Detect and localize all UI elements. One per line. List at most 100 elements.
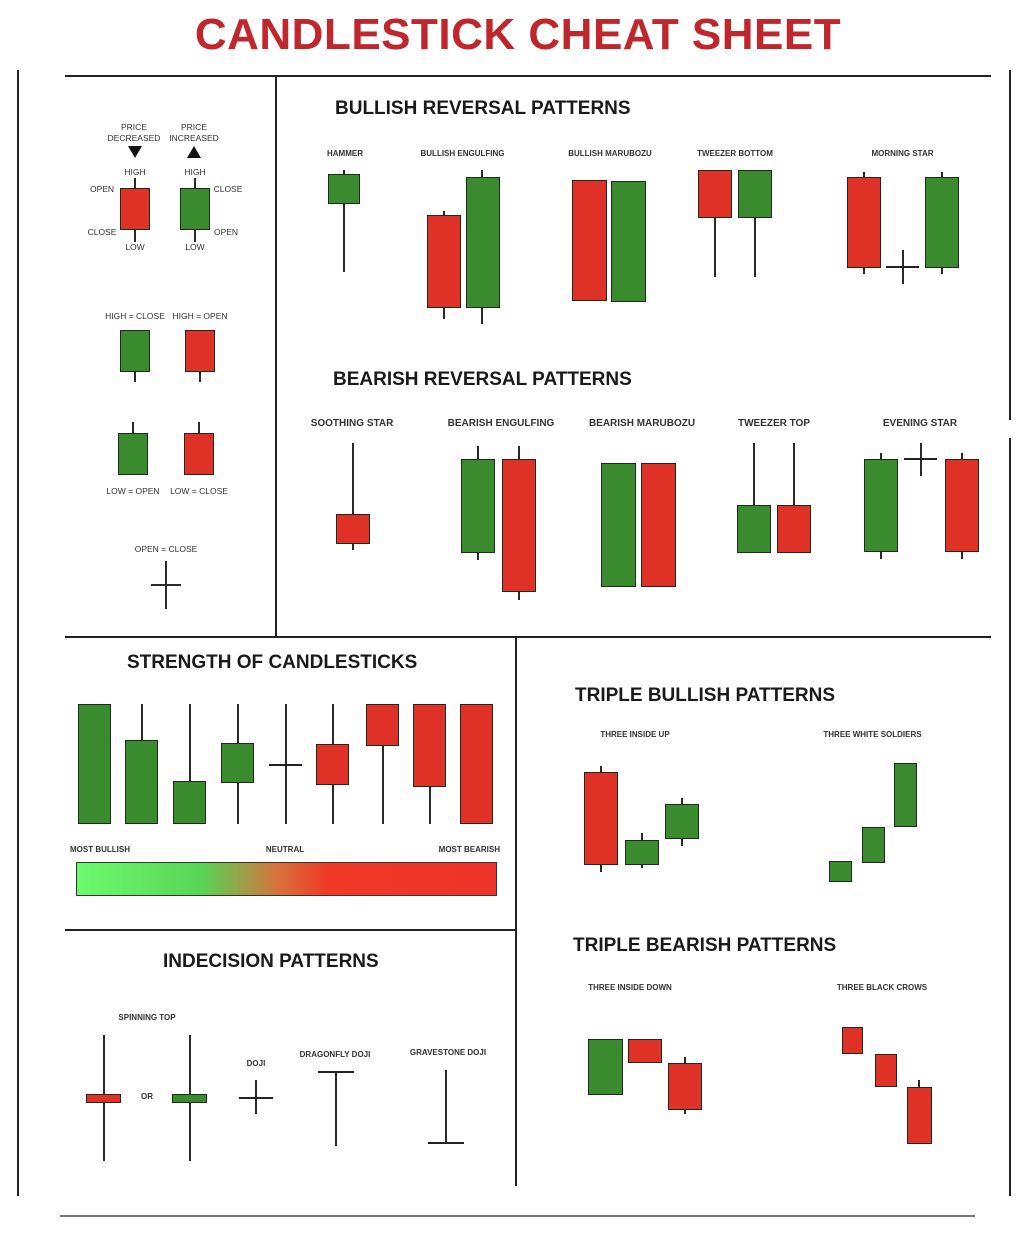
gravestone-bar xyxy=(428,1142,464,1144)
gravestone-wick xyxy=(445,1070,447,1144)
hc-candle xyxy=(120,330,150,372)
tt-red-candle xyxy=(777,505,811,553)
tt-red-wick xyxy=(793,443,795,553)
ss-candle xyxy=(336,514,370,544)
dragonfly-label: DRAGONFLY DOJI xyxy=(299,1050,371,1059)
top-divider xyxy=(65,75,991,77)
strength-candle-1 xyxy=(78,704,111,824)
gravestone-label: GRAVESTONE DOJI xyxy=(409,1048,487,1057)
es-star-wick xyxy=(920,443,922,476)
tb-red-candle xyxy=(698,170,732,218)
bearish-engulfing-label: BEARISH ENGULFING xyxy=(447,418,555,429)
be-red-candle xyxy=(427,215,461,308)
legend-green-candle xyxy=(180,188,210,230)
tb-red-wick xyxy=(714,170,716,277)
tid-red2-candle xyxy=(668,1063,702,1110)
be-green-candle xyxy=(466,177,500,308)
tbc-candle-3 xyxy=(907,1087,932,1144)
indecision-divider xyxy=(65,929,516,931)
tt-green-candle xyxy=(737,505,771,553)
neutral-label: NEUTRAL xyxy=(265,845,305,854)
bullish-engulfing-label: BULLISH ENGULFING xyxy=(420,149,505,158)
hammer-label: HAMMER xyxy=(327,149,363,158)
tiu-green1-candle xyxy=(625,840,659,865)
hammer-wick xyxy=(343,170,345,272)
strength-candle-2 xyxy=(125,740,158,824)
legend-high-close: HIGH = CLOSE xyxy=(105,311,165,321)
tid-green-candle xyxy=(588,1039,623,1095)
es-star-bar xyxy=(904,458,937,460)
spin-green-candle xyxy=(172,1094,207,1103)
spin-red-candle xyxy=(86,1094,121,1103)
bear-maru-red-candle xyxy=(641,463,676,587)
most-bearish-label: MOST BEARISH xyxy=(438,845,500,854)
strength-gradient-bar xyxy=(76,862,497,896)
doji2-bar xyxy=(239,1097,273,1099)
dragonfly-bar xyxy=(318,1071,354,1073)
legend-low-open: LOW = OPEN xyxy=(106,486,160,496)
spinning-top-label: SPINNING TOP xyxy=(118,1013,176,1022)
tbc-candle-1 xyxy=(842,1027,863,1054)
frame-left xyxy=(17,70,19,1196)
strength-candle-3 xyxy=(173,781,206,824)
three-black-crows-label: THREE BLACK CROWS xyxy=(836,983,928,992)
tiu-green2-candle xyxy=(665,804,699,839)
triple-bullish-title: TRIPLE BULLISH PATTERNS xyxy=(575,685,836,706)
lo-candle xyxy=(118,433,148,475)
strength-candle-7 xyxy=(366,704,399,746)
tws-candle-3 xyxy=(894,763,917,827)
legend-low-green: LOW xyxy=(185,242,205,252)
legend-open-red: OPEN xyxy=(89,184,115,194)
strength-candle-8 xyxy=(413,704,446,787)
ho-candle xyxy=(185,330,215,372)
bear-maru-green-candle xyxy=(601,463,636,587)
legend-low-close: LOW = CLOSE xyxy=(170,486,228,496)
frame-right xyxy=(1009,70,1011,420)
legend-divider xyxy=(275,75,277,637)
tweezer-top-label: TWEEZER TOP xyxy=(737,418,811,429)
hammer-candle xyxy=(328,174,360,204)
strength-candle-9 xyxy=(460,704,493,824)
bm-green-candle xyxy=(611,181,646,302)
triple-bearish-title: TRIPLE BEARISH PATTERNS xyxy=(573,935,837,956)
ms-star-bar xyxy=(886,266,919,268)
legend-open-green: OPEN xyxy=(213,227,239,237)
legend-high-red: HIGH xyxy=(124,167,146,177)
legend-red-candle xyxy=(120,188,150,230)
ms-red-candle xyxy=(847,177,881,268)
bear-eng-green-candle xyxy=(461,459,495,553)
doji-bar xyxy=(151,584,181,586)
legend-close-red: CLOSE xyxy=(87,227,117,237)
tws-candle-1 xyxy=(829,861,852,882)
tid-red1-candle xyxy=(628,1039,662,1063)
legend-close-green: CLOSE xyxy=(213,184,243,194)
tws-candle-2 xyxy=(862,827,885,863)
middle-divider xyxy=(65,636,991,638)
bm-red-candle xyxy=(572,180,607,301)
bottom-rule xyxy=(60,1215,975,1217)
morning-star-label: MORNING STAR xyxy=(871,149,934,158)
price-decreased-label: PRICE DECREASED xyxy=(107,122,161,143)
legend-low-red: LOW xyxy=(125,242,145,252)
bear-eng-red-candle xyxy=(502,459,536,592)
es-green-candle xyxy=(864,459,898,552)
bottom-vertical-divider xyxy=(515,636,517,1186)
up-arrow-icon xyxy=(187,146,201,158)
evening-star-label: EVENING STAR xyxy=(882,418,958,429)
page-title: CANDLESTICK CHEAT SHEET xyxy=(194,10,842,59)
es-red-candle xyxy=(945,459,979,552)
tbc-candle-2 xyxy=(875,1054,897,1087)
strength-candle-6 xyxy=(316,744,349,785)
three-inside-up-label: THREE INSIDE UP xyxy=(600,730,670,739)
bearish-marubozu-label: BEARISH MARUBOZU xyxy=(588,418,696,429)
strength-title: STRENGTH OF CANDLESTICKS xyxy=(127,652,418,673)
ms-green-candle xyxy=(925,177,959,268)
soothing-star-label: SOOTHING STAR xyxy=(310,418,394,429)
tb-green-candle xyxy=(738,170,772,218)
strength-doji-bar xyxy=(269,764,302,766)
strength-candle-4 xyxy=(221,743,254,783)
tt-green-wick xyxy=(753,443,755,553)
tiu-red-candle xyxy=(584,772,618,865)
tb-green-wick xyxy=(754,170,756,277)
frame-right-lower xyxy=(1009,438,1011,1196)
